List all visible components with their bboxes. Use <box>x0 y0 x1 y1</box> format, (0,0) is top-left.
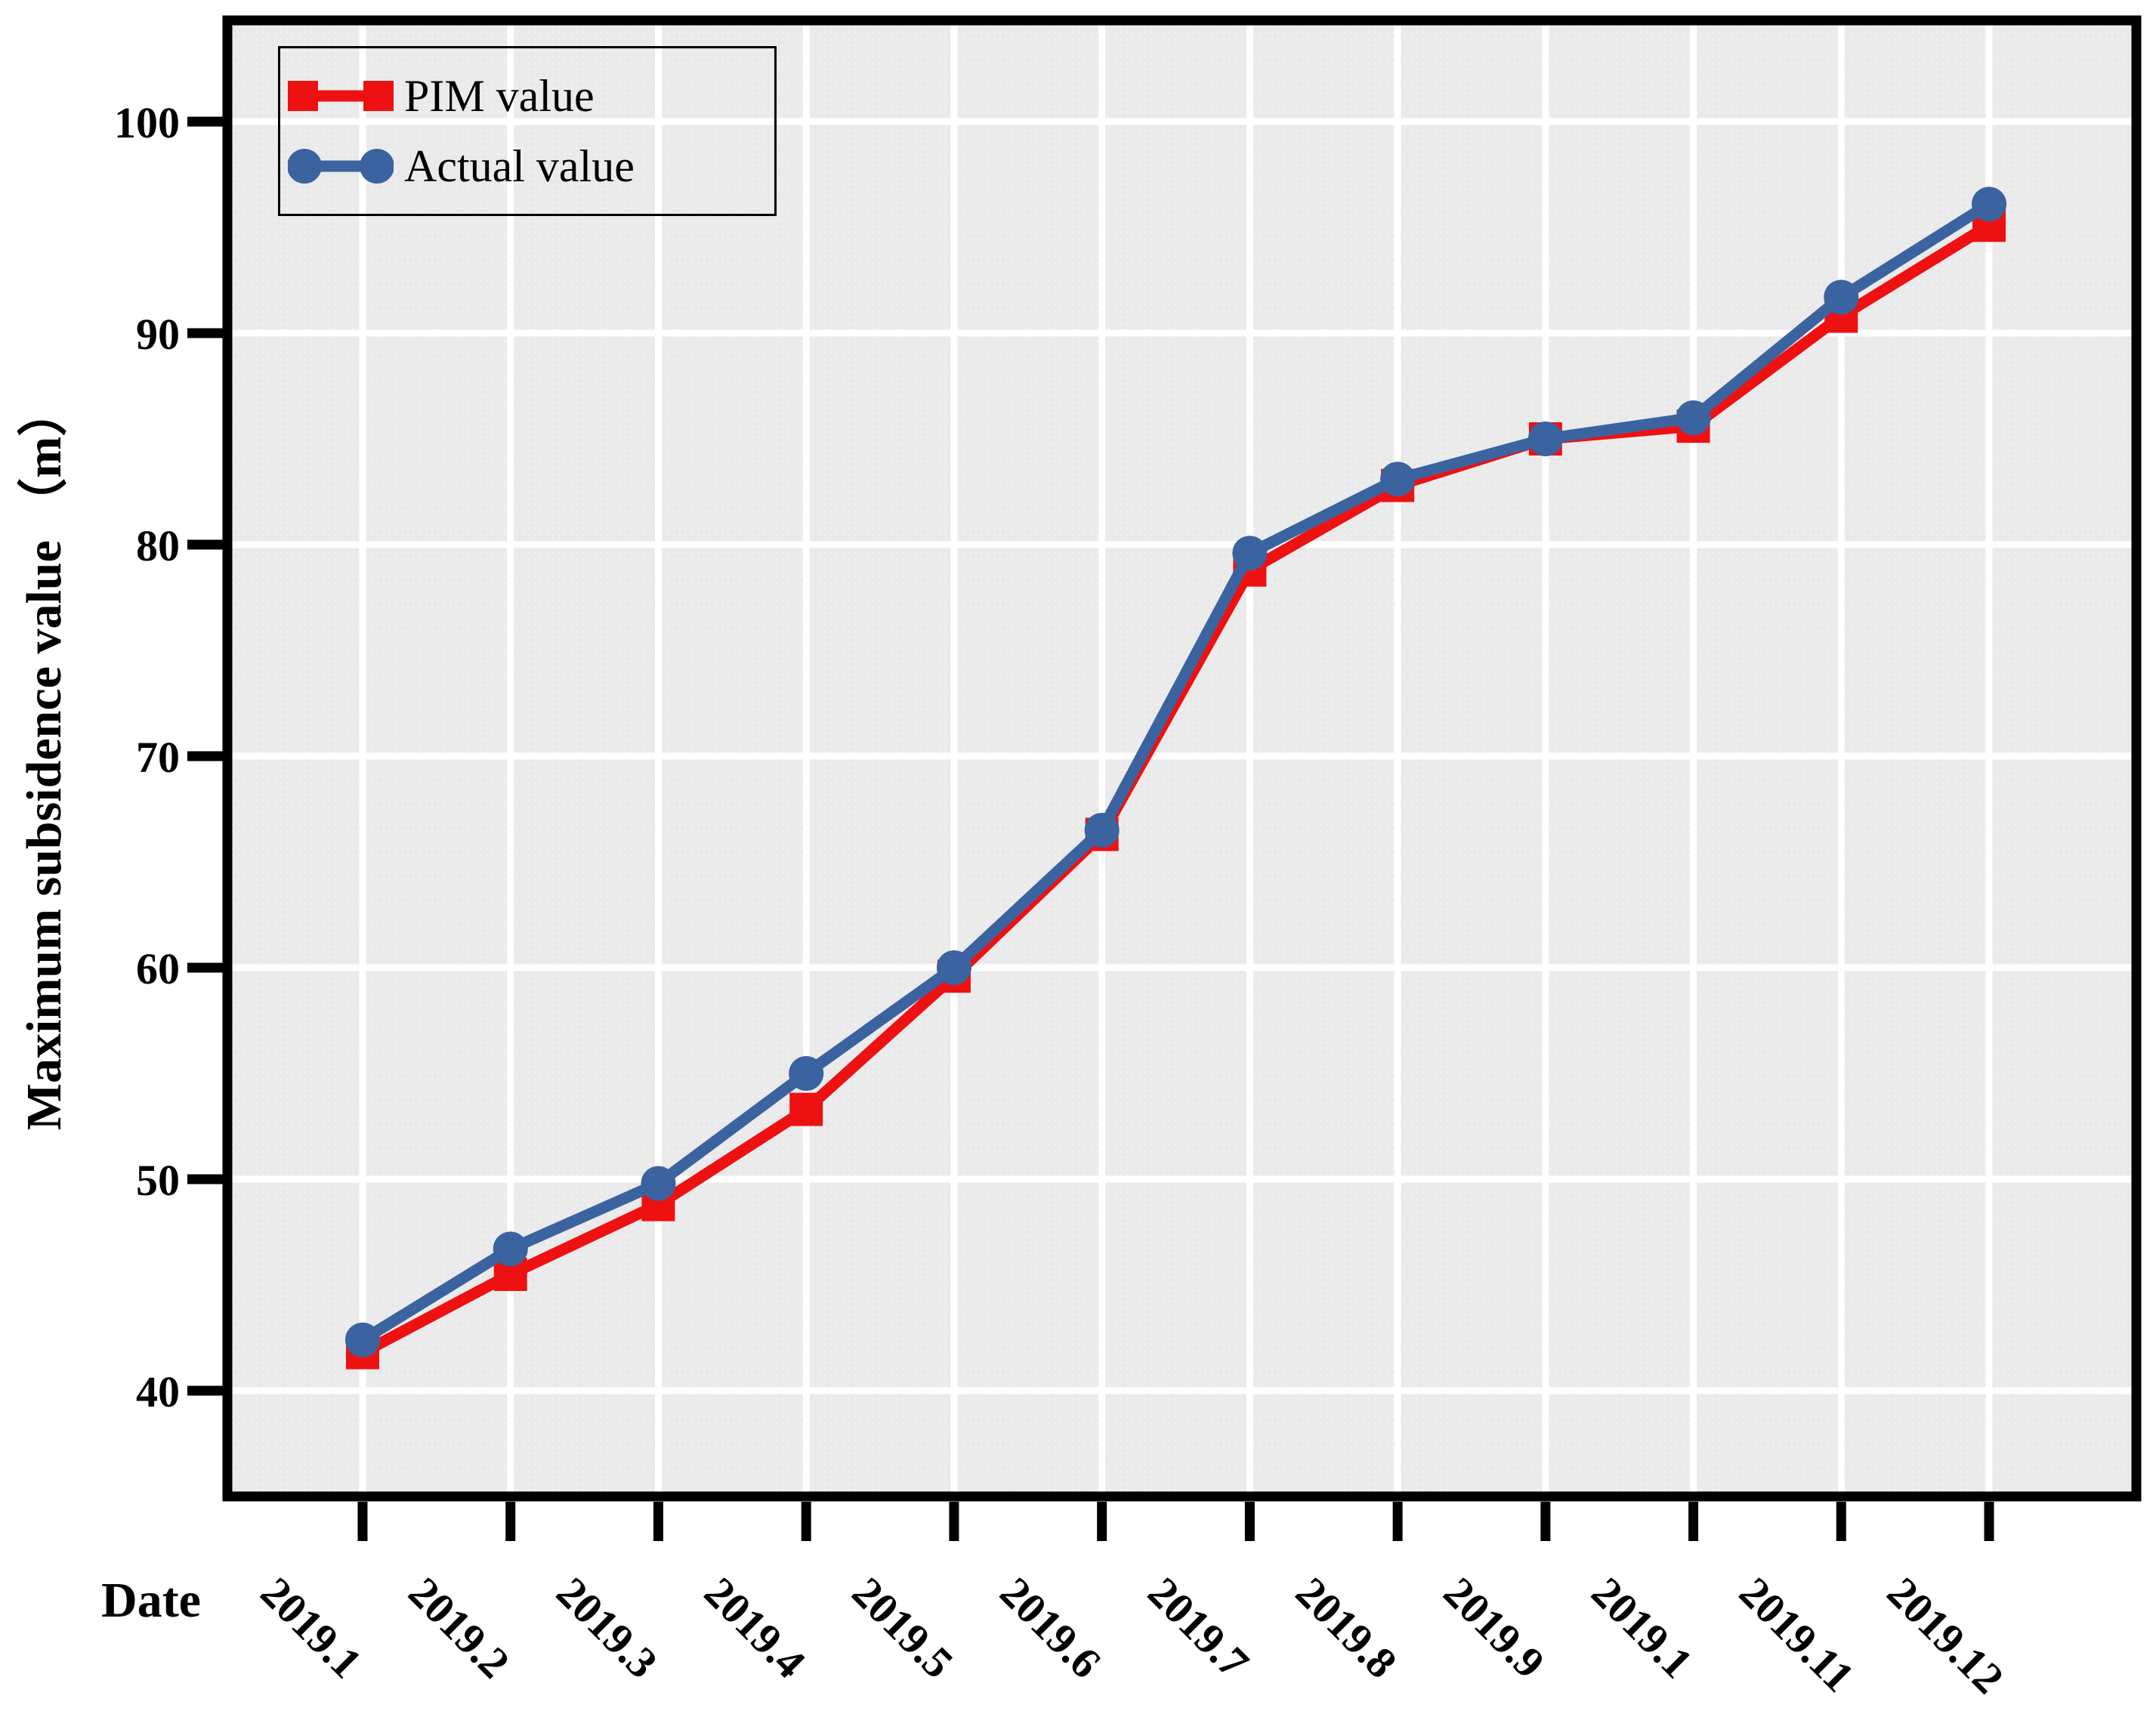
actual-circle-marker <box>1527 422 1563 456</box>
actual-circle-marker <box>789 1056 824 1091</box>
legend-item-pim: PIM value <box>288 73 774 119</box>
x-tick-label: 2019.1 <box>1582 1567 1702 1688</box>
x-tick-label: 2019.6 <box>990 1567 1110 1688</box>
y-axis-title: Maximum subsidence value （m） <box>16 387 72 1131</box>
legend: PIM value Actual value <box>278 46 777 216</box>
y-tick-label: 90 <box>136 310 180 359</box>
actual-circle-marker <box>345 1322 380 1357</box>
legend-item-actual: Actual value <box>288 144 774 189</box>
x-tick-label: 2019.8 <box>1286 1567 1407 1688</box>
x-tick-label: 2019.4 <box>695 1567 815 1688</box>
actual-circle-marker <box>1824 280 1859 315</box>
actual-circle-marker <box>493 1231 528 1267</box>
y-tick-label: 70 <box>136 733 180 782</box>
actual-line-circle-marker-icon <box>288 149 394 184</box>
actual-circle-marker <box>1084 813 1120 848</box>
pim-line-square-marker-icon <box>288 81 394 111</box>
actual-legend-label: Actual value <box>404 141 635 191</box>
x-tick-label: 2019.1 <box>252 1567 372 1688</box>
y-tick-label: 50 <box>136 1156 180 1205</box>
x-tick-label: 2019.11 <box>1730 1567 1864 1701</box>
y-tick-label: 60 <box>136 944 180 993</box>
x-tick-label: 2019.3 <box>547 1567 667 1688</box>
x-axis-title: Date <box>101 1573 201 1628</box>
x-tick-label: 2019.7 <box>1138 1567 1259 1688</box>
x-tick-label: 2019.2 <box>400 1567 520 1688</box>
x-tick-label: 2019.9 <box>1435 1567 1555 1688</box>
pim-legend-label: PIM value <box>404 71 595 121</box>
series-line-actual <box>360 199 1993 1345</box>
pim-square-marker <box>789 1092 823 1126</box>
actual-circle-marker <box>1380 462 1416 497</box>
plot-frame <box>222 15 2142 1502</box>
y-tick-label: 100 <box>114 98 180 147</box>
x-tick-label: 2019.12 <box>1878 1567 2013 1703</box>
actual-circle-marker <box>936 950 971 985</box>
y-tick-label: 80 <box>136 521 180 570</box>
actual-circle-marker <box>1676 400 1711 435</box>
actual-circle-marker <box>641 1166 676 1201</box>
actual-circle-marker <box>1972 187 2007 222</box>
x-tick-label: 2019.5 <box>843 1567 963 1688</box>
actual-circle-marker <box>1232 536 1268 571</box>
y-tick-label: 40 <box>136 1367 180 1416</box>
